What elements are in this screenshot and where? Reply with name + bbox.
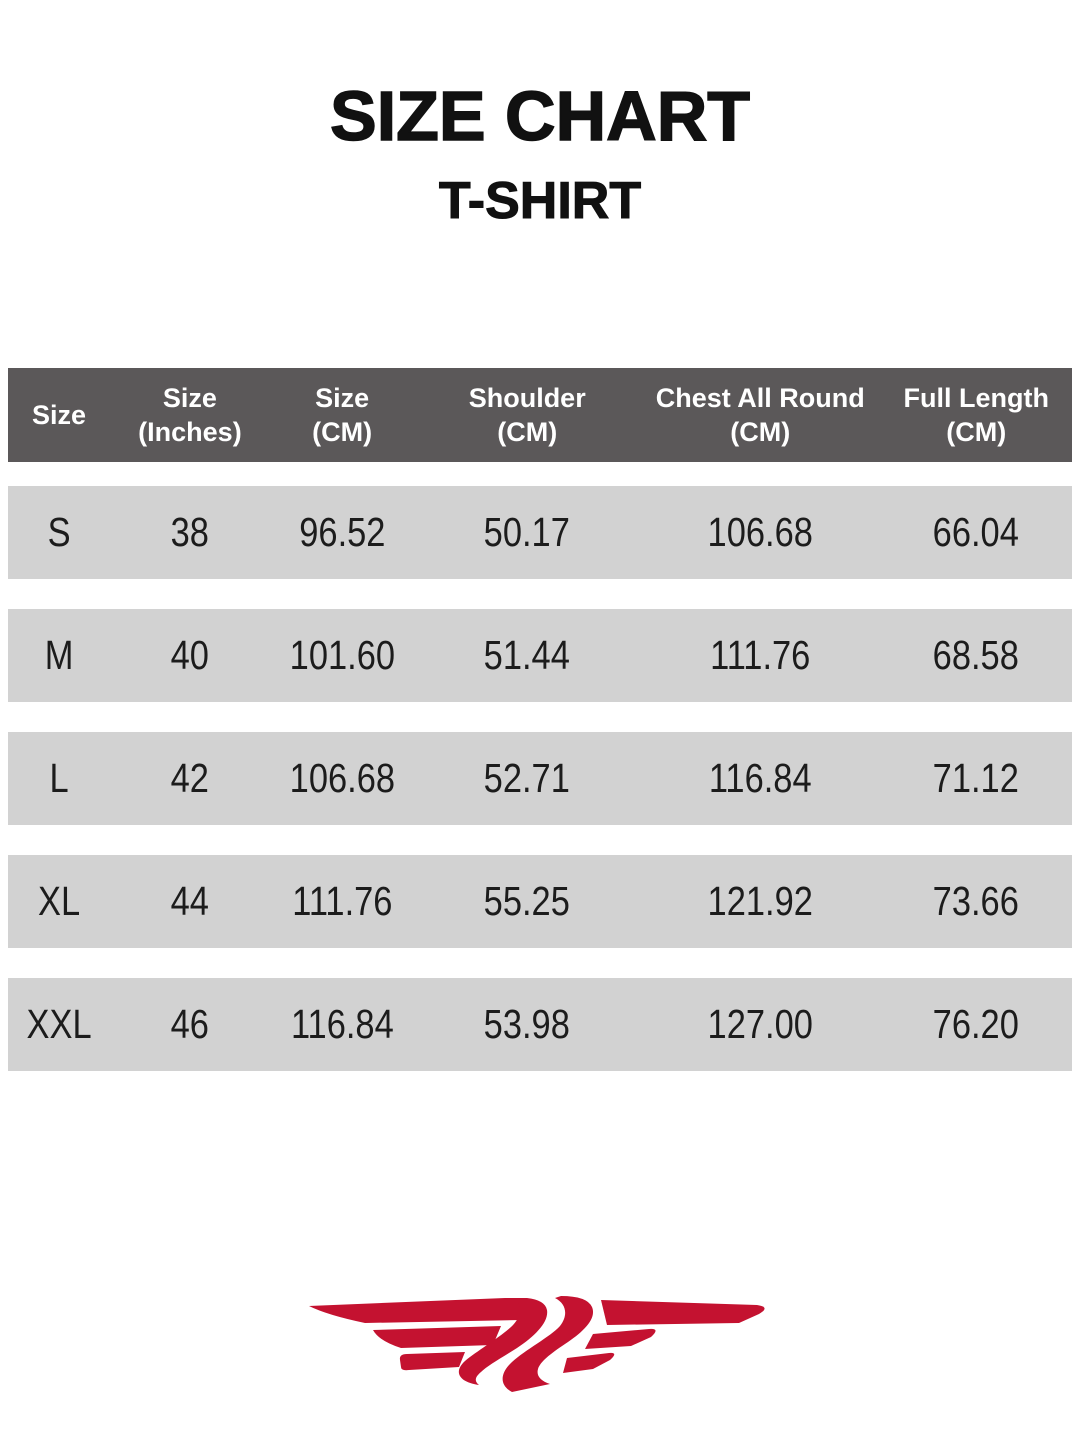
column-header-size-inches: Size (Inches) bbox=[110, 381, 270, 449]
cell-chest-cm: 111.76 bbox=[710, 632, 811, 678]
cell-size-label: L bbox=[49, 755, 69, 801]
cell-size-label: XL bbox=[37, 878, 81, 924]
column-header-label: Full Length bbox=[903, 383, 1049, 413]
cell-shoulder-cm: 51.44 bbox=[484, 632, 571, 678]
column-header-chest: Chest All Round (CM) bbox=[640, 381, 880, 449]
cell-size-cm: 116.84 bbox=[290, 1001, 394, 1047]
page-title: SIZE CHART bbox=[329, 77, 751, 155]
cell-full-length-cm: 73.66 bbox=[933, 878, 1020, 924]
cell-full-length-cm: 68.58 bbox=[933, 632, 1020, 678]
column-header-label: Size bbox=[162, 383, 217, 413]
column-header-label: Chest All Round bbox=[655, 383, 865, 413]
table-body: S 38 96.52 50.17 106.68 66.04 M 40 101.6… bbox=[8, 486, 1072, 1071]
column-header-shoulder: Shoulder (CM) bbox=[414, 381, 640, 449]
cell-size-label: M bbox=[44, 632, 74, 678]
cell-size-cm: 106.68 bbox=[289, 755, 395, 801]
cell-chest-cm: 116.84 bbox=[708, 755, 812, 801]
cell-shoulder-cm: 53.98 bbox=[484, 1001, 571, 1047]
cell-chest-cm: 106.68 bbox=[707, 509, 813, 555]
table-row: M 40 101.60 51.44 111.76 68.58 bbox=[8, 609, 1072, 702]
table-header-row: Size Size (Inches) Size (CM) Shoulder (C… bbox=[8, 368, 1072, 462]
cell-size-inches: 40 bbox=[170, 632, 210, 678]
cell-size-cm: 101.60 bbox=[289, 632, 395, 678]
cell-size-cm: 96.52 bbox=[298, 509, 386, 555]
red-wing-icon bbox=[309, 1296, 765, 1392]
cell-size-inches: 38 bbox=[170, 509, 210, 555]
cell-size-cm: 111.76 bbox=[291, 878, 393, 924]
brand-logo bbox=[0, 1296, 1080, 1392]
table-row: XXL 46 116.84 53.98 127.00 76.20 bbox=[8, 978, 1072, 1071]
table-row: XL 44 111.76 55.25 121.92 73.66 bbox=[8, 855, 1072, 948]
cell-size-label: S bbox=[47, 509, 71, 555]
cell-full-length-cm: 66.04 bbox=[933, 509, 1020, 555]
cell-full-length-cm: 71.12 bbox=[933, 755, 1020, 801]
column-header-label: Shoulder bbox=[468, 383, 586, 413]
column-header-unit: (CM) bbox=[730, 417, 791, 447]
column-header-size: Size bbox=[8, 398, 110, 432]
cell-chest-cm: 121.92 bbox=[707, 878, 813, 924]
cell-shoulder-cm: 52.71 bbox=[484, 755, 571, 801]
column-header-label: Size bbox=[315, 383, 370, 413]
column-header-unit: (CM) bbox=[946, 417, 1007, 447]
cell-shoulder-cm: 50.17 bbox=[484, 509, 571, 555]
page-subtitle: T-SHIRT bbox=[438, 172, 642, 230]
cell-chest-cm: 127.00 bbox=[707, 1001, 813, 1047]
cell-full-length-cm: 76.20 bbox=[933, 1001, 1020, 1047]
column-header-unit: (CM) bbox=[497, 417, 558, 447]
title-block: SIZE CHART T-SHIRT bbox=[0, 0, 1080, 228]
cell-size-inches: 44 bbox=[170, 878, 210, 924]
cell-size-inches: 42 bbox=[170, 755, 210, 801]
table-row: S 38 96.52 50.17 106.68 66.04 bbox=[8, 486, 1072, 579]
cell-size-inches: 46 bbox=[170, 1001, 210, 1047]
table-row: L 42 106.68 52.71 116.84 71.12 bbox=[8, 732, 1072, 825]
column-header-unit: (Inches) bbox=[138, 417, 242, 447]
cell-size-label: XXL bbox=[26, 1001, 92, 1047]
column-header-unit: (CM) bbox=[312, 417, 373, 447]
size-table: Size Size (Inches) Size (CM) Shoulder (C… bbox=[8, 368, 1072, 1071]
column-header-full-length: Full Length (CM) bbox=[880, 381, 1072, 449]
cell-shoulder-cm: 55.25 bbox=[484, 878, 571, 924]
column-header-label: Size bbox=[32, 400, 87, 430]
column-header-size-cm: Size (CM) bbox=[270, 381, 415, 449]
